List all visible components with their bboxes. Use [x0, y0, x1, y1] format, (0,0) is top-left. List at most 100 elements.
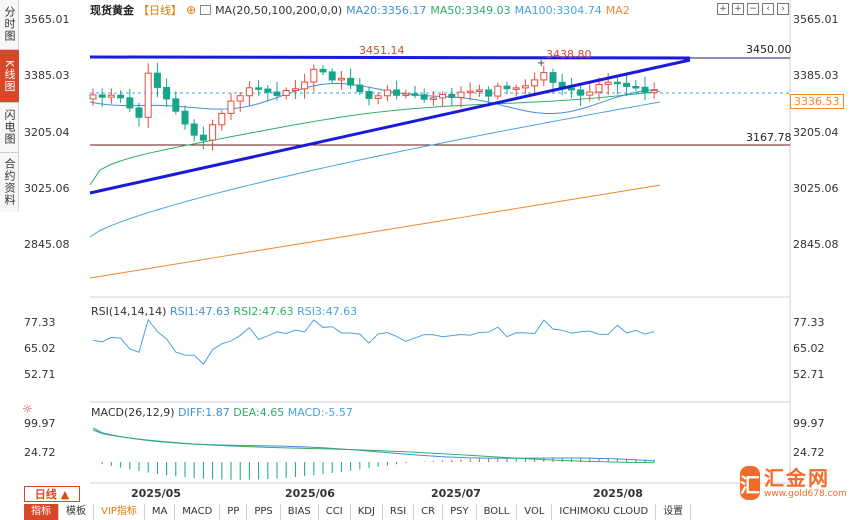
tab-vol[interactable]: VOL [517, 504, 553, 520]
indicator-settings-icon[interactable]: ☼ [22, 402, 33, 416]
candle-body [227, 100, 235, 114]
candle-body [613, 81, 621, 85]
candle-body [577, 89, 585, 96]
candlesticks [89, 62, 658, 151]
tab-pps[interactable]: PPS [247, 504, 281, 520]
tab-flash-chart[interactable]: 闪电图 [3, 109, 16, 145]
horizontal-trendline[interactable] [89, 55, 691, 60]
move-left-icon[interactable]: ‹ [762, 3, 774, 15]
candle-body [503, 85, 511, 90]
ascending-trendline[interactable] [89, 58, 691, 195]
ma200-line [89, 184, 661, 279]
candle-body [107, 94, 115, 98]
candle-body [236, 95, 244, 102]
candle-body [494, 85, 502, 97]
side-tab-bar: 分时图 K线图 闪电图 合约资料 [0, 0, 19, 212]
tab-ma[interactable]: MA [145, 504, 176, 520]
rsi-line [92, 318, 655, 365]
period-label[interactable]: 【日线】 [138, 4, 182, 17]
rsi-header: RSI(14,14,14) RSI1:47.63 RSI2:47.63 RSI3… [91, 305, 357, 318]
zoom-out-icon[interactable]: − [747, 3, 759, 15]
candle-body [89, 94, 97, 100]
candle-body [181, 110, 189, 125]
logo-name: 汇金网 [764, 466, 830, 490]
macd-tick: 24.72 [793, 446, 825, 459]
resistance-label: 3450.00 [746, 43, 792, 56]
tab-cci[interactable]: CCI [319, 504, 351, 520]
ma-params: MA(20,50,100,200,0,0) [215, 3, 343, 17]
candle-body [595, 84, 603, 93]
tab-ichimoku-cloud[interactable]: ICHIMOKU CLOUD [552, 504, 657, 520]
add-indicator-icon[interactable]: ⊕ [186, 3, 197, 17]
last-price-tag: 3336.53 [790, 94, 844, 109]
tab-template[interactable]: 模板 [59, 504, 94, 520]
move-right-icon[interactable]: › [777, 3, 789, 15]
tab-cr[interactable]: CR [414, 504, 444, 520]
macd-dea-value: DEA:4.65 [233, 406, 285, 419]
candle-body [586, 91, 594, 96]
candle-body [439, 93, 447, 99]
rsi-tick: 65.02 [793, 342, 825, 355]
ma100-line [89, 101, 661, 238]
candle-body [301, 81, 309, 90]
candle-body [264, 88, 272, 93]
period-selector[interactable]: 日线 ▲ [24, 486, 80, 502]
candle-body [623, 82, 631, 87]
candle-body [457, 91, 465, 98]
ma20-value: MA20:3356.17 [346, 3, 427, 17]
ma50-value: MA50:3349.03 [430, 3, 511, 17]
ma-settings-icon[interactable] [200, 5, 212, 15]
candle-body [273, 91, 281, 96]
tab-pp[interactable]: PP [220, 504, 248, 520]
candle-body [393, 89, 401, 96]
candle-body [448, 93, 456, 98]
chart-header: 现货黄金 【日线】 ⊕ MA(20,50,100,200,0,0) MA20:3… [90, 2, 630, 18]
divider [0, 152, 19, 153]
tab-vip-indicators[interactable]: VIP指标 [94, 504, 145, 520]
macd-title: MACD(26,12,9) [91, 406, 175, 419]
candle-body [126, 97, 134, 109]
tab-indicators[interactable]: 指标 [24, 504, 59, 520]
rsi-tick-left: 65.02 [24, 342, 56, 355]
macd-tick: 99.97 [793, 417, 825, 430]
tab-rsi[interactable]: RSI [383, 504, 415, 520]
candle-body [512, 87, 520, 90]
candle-body [383, 89, 391, 97]
ma2-value: MA2 [605, 3, 630, 17]
candle-body [650, 90, 658, 94]
candle-body [466, 90, 474, 94]
tab-kline[interactable]: K线图 [0, 50, 19, 102]
date-tick: 2025/05 [131, 487, 181, 500]
candle-body [310, 68, 318, 83]
tab-contract-info[interactable]: 合约资料 [3, 158, 16, 206]
tab-bias[interactable]: BIAS [281, 504, 319, 520]
date-tick: 2025/07 [431, 487, 481, 500]
candle-body [144, 72, 152, 118]
candle-body [245, 87, 253, 97]
candle-body [98, 94, 106, 98]
crosshair-icon[interactable]: + [717, 3, 729, 15]
candle-body [521, 85, 529, 89]
candle-body [374, 95, 382, 99]
period-selector-label: 日线 [34, 488, 57, 501]
tab-boll[interactable]: BOLL [477, 504, 518, 520]
tab-settings[interactable]: 设置 [656, 504, 692, 520]
brand-logo: 汇 汇金网 www.gold678.com [740, 463, 847, 503]
divider [0, 49, 19, 50]
price-tick-left: 3565.01 [24, 13, 70, 26]
tab-psy[interactable]: PSY [443, 504, 477, 520]
macd-dea-line [92, 429, 655, 464]
symbol-name: 现货黄金 [90, 4, 134, 17]
zoom-in-icon[interactable]: + [732, 3, 744, 15]
candle-body [411, 93, 419, 96]
tab-macd[interactable]: MACD [175, 504, 221, 520]
logo-mark-icon: 汇 [740, 466, 760, 500]
candle-body [328, 71, 336, 81]
price-tick-left: 2845.08 [24, 238, 70, 251]
macd-value: MACD:-5.57 [287, 406, 353, 419]
tab-kdj[interactable]: KDJ [351, 504, 383, 520]
divider [0, 102, 19, 103]
price-tick: 2845.08 [793, 238, 839, 251]
tab-time-share[interactable]: 分时图 [3, 6, 16, 42]
